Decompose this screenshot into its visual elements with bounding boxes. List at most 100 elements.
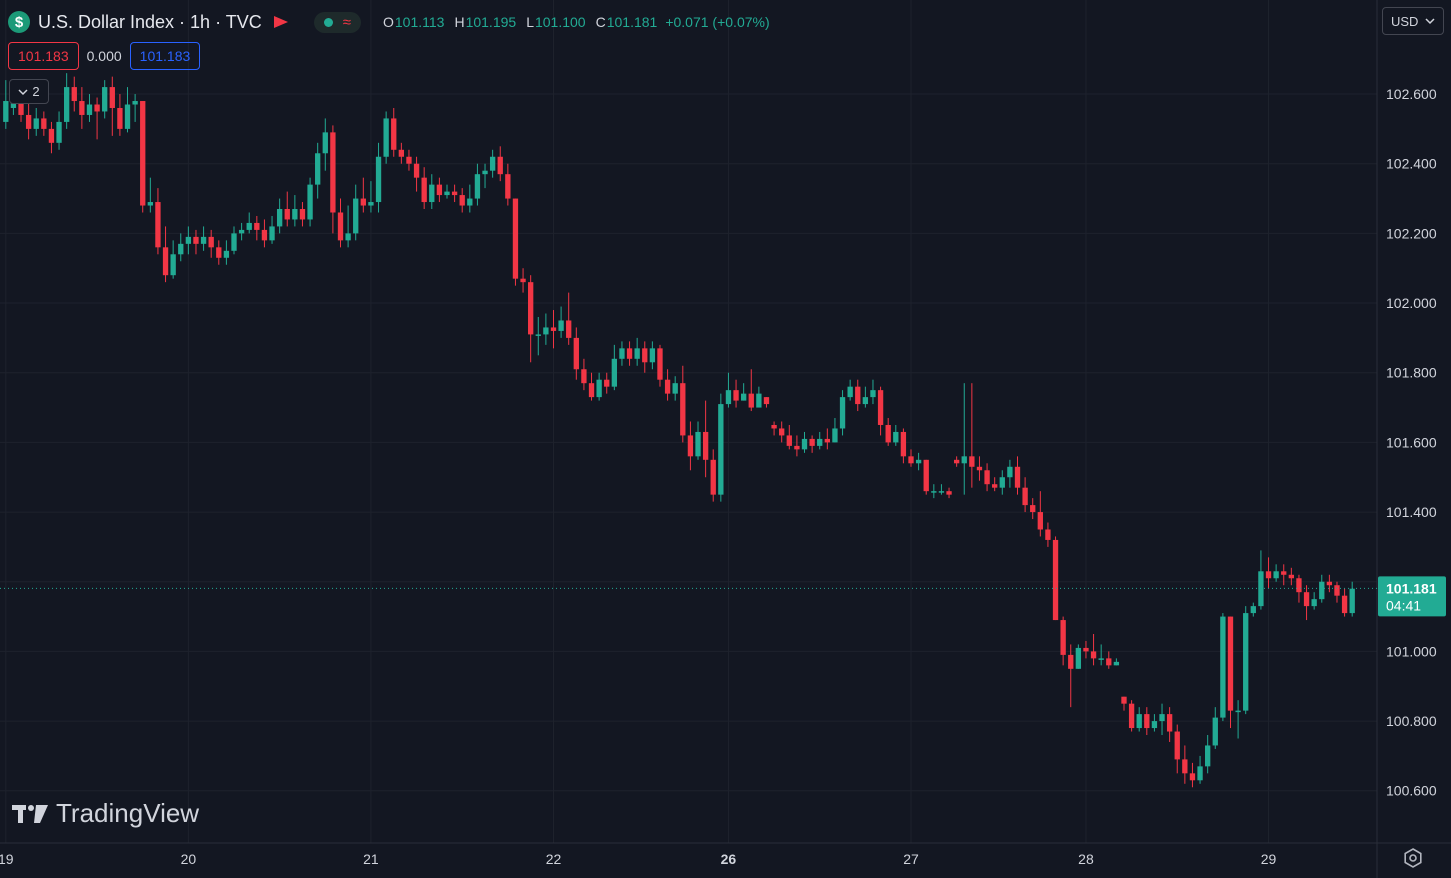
candle-body bbox=[535, 334, 541, 336]
candle-body bbox=[581, 369, 587, 384]
candle bbox=[695, 421, 701, 460]
candle-body bbox=[170, 254, 176, 276]
candle-body bbox=[276, 209, 283, 227]
candle-body bbox=[208, 236, 214, 248]
candle-body bbox=[740, 393, 747, 401]
candle-body bbox=[1060, 620, 1066, 655]
candle bbox=[1113, 658, 1120, 666]
candle bbox=[307, 177, 313, 227]
candle-body bbox=[1288, 574, 1295, 579]
candle bbox=[817, 431, 823, 450]
candle-body bbox=[345, 233, 351, 241]
candle bbox=[178, 233, 184, 262]
indicators-count: 2 bbox=[32, 84, 40, 99]
candle-body bbox=[315, 153, 321, 185]
market-open-dot-icon bbox=[323, 17, 333, 27]
flag-icon[interactable] bbox=[273, 16, 288, 28]
candle-body bbox=[269, 226, 275, 241]
candle bbox=[1281, 564, 1287, 586]
candle bbox=[474, 163, 481, 206]
candle-body bbox=[254, 222, 260, 230]
candle-body bbox=[566, 320, 572, 338]
candle-body bbox=[1045, 529, 1051, 540]
price-axis[interactable]: 102.600 102.400 102.200 102.000 101.800 101.6… bbox=[1386, 86, 1437, 799]
candle-body bbox=[117, 107, 123, 129]
candle bbox=[71, 76, 77, 112]
candle bbox=[1075, 644, 1082, 669]
candle-body bbox=[1296, 578, 1302, 593]
candle bbox=[299, 202, 306, 227]
candle-body bbox=[292, 209, 298, 220]
candle-body bbox=[1090, 651, 1097, 659]
candle-body bbox=[1243, 613, 1249, 711]
candle-body bbox=[779, 428, 785, 436]
candle bbox=[1334, 581, 1340, 603]
candle bbox=[1235, 700, 1241, 739]
candle-body bbox=[512, 198, 519, 279]
candle-body bbox=[695, 431, 701, 457]
candle-body bbox=[140, 101, 146, 206]
candle-body bbox=[611, 358, 618, 387]
candle bbox=[596, 372, 602, 401]
candle-body bbox=[809, 438, 815, 446]
candle bbox=[3, 80, 9, 129]
candle-body bbox=[1197, 766, 1203, 781]
market-status-pill[interactable]: ≈ bbox=[313, 11, 361, 33]
y-tick-label: 102.400 bbox=[1386, 156, 1437, 172]
candle bbox=[573, 327, 579, 380]
candle bbox=[626, 341, 633, 366]
currency-select[interactable]: USD bbox=[1382, 7, 1444, 35]
candle bbox=[292, 195, 298, 227]
candle-body bbox=[953, 459, 960, 464]
candle bbox=[1098, 644, 1104, 666]
candle-body bbox=[102, 87, 108, 112]
indicators-toggle-button[interactable]: 2 bbox=[9, 79, 49, 104]
candle bbox=[1106, 651, 1112, 669]
candle bbox=[809, 435, 815, 453]
candle bbox=[155, 188, 161, 255]
buy-button[interactable]: 101.183 bbox=[129, 42, 201, 70]
candle-body bbox=[63, 87, 70, 122]
candle-body bbox=[1281, 571, 1287, 575]
candle bbox=[1319, 574, 1325, 603]
candle bbox=[383, 111, 389, 164]
candle bbox=[1349, 581, 1355, 617]
candle-body bbox=[1326, 581, 1333, 586]
x-tick-label: 22 bbox=[546, 851, 562, 867]
candle bbox=[269, 215, 275, 244]
candle-body bbox=[360, 198, 366, 206]
candle bbox=[839, 390, 846, 436]
candle bbox=[1128, 700, 1135, 732]
candle bbox=[413, 156, 420, 192]
candle bbox=[748, 369, 754, 412]
time-axis[interactable]: 19 20 21 22 26 27 28 29 bbox=[0, 851, 1277, 867]
candle bbox=[634, 337, 640, 366]
candle-body bbox=[86, 104, 93, 115]
candle-body bbox=[855, 386, 861, 405]
candle bbox=[1250, 602, 1256, 617]
candle bbox=[664, 369, 671, 401]
tradingview-logo[interactable]: TradingView bbox=[12, 798, 199, 829]
gear-icon[interactable] bbox=[1403, 848, 1423, 868]
candle-body bbox=[999, 477, 1005, 488]
candle bbox=[687, 421, 694, 471]
candle-body bbox=[657, 348, 663, 380]
x-tick-label: 28 bbox=[1078, 851, 1094, 867]
candle bbox=[25, 101, 32, 140]
candle-body bbox=[1319, 581, 1325, 600]
candle-body bbox=[1174, 731, 1180, 760]
candle-body bbox=[261, 229, 268, 241]
candle-body bbox=[1106, 658, 1112, 666]
sell-button[interactable]: 101.183 bbox=[8, 42, 79, 70]
candle-body bbox=[763, 397, 770, 405]
candle-body bbox=[1182, 759, 1188, 774]
candle bbox=[1197, 755, 1203, 784]
candle-body bbox=[18, 94, 24, 115]
candle bbox=[451, 184, 458, 203]
dollar-icon: $ bbox=[8, 11, 30, 33]
symbol-title[interactable]: U.S. Dollar Index · 1h · TVC bbox=[38, 11, 262, 32]
candle-body bbox=[406, 156, 412, 164]
candle-body bbox=[1121, 696, 1127, 704]
candle bbox=[254, 215, 260, 241]
